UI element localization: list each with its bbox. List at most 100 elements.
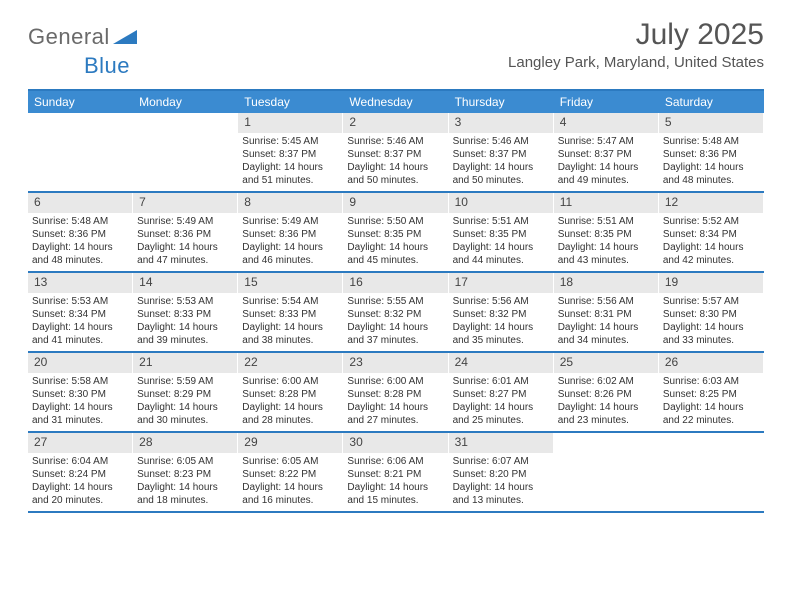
day-cell: 14Sunrise: 5:53 AMSunset: 8:33 PMDayligh…: [133, 273, 238, 351]
day-daylight: Daylight: 14 hours and 39 minutes.: [137, 321, 233, 347]
day-daylight: Daylight: 14 hours and 42 minutes.: [663, 241, 759, 267]
day-sunrise: Sunrise: 6:03 AM: [663, 375, 759, 388]
day-sunset: Sunset: 8:28 PM: [242, 388, 338, 401]
day-cell: 15Sunrise: 5:54 AMSunset: 8:33 PMDayligh…: [238, 273, 343, 351]
day-header-sunday: Sunday: [28, 91, 133, 113]
day-cell: 19Sunrise: 5:57 AMSunset: 8:30 PMDayligh…: [659, 273, 764, 351]
day-sunrise: Sunrise: 5:50 AM: [347, 215, 443, 228]
logo-text-general: General: [28, 24, 110, 50]
day-sunset: Sunset: 8:29 PM: [137, 388, 233, 401]
day-cell: 6Sunrise: 5:48 AMSunset: 8:36 PMDaylight…: [28, 193, 133, 271]
day-cell: 21 Sunrise: 5:59 AMSunset: 8:29 PMDayligh…: [133, 353, 238, 431]
day-sunrise: Sunrise: 5:58 AM: [32, 375, 128, 388]
day-cell: 24Sunrise: 6:01 AMSunset: 8:27 PMDayligh…: [449, 353, 554, 431]
day-sunrise: Sunrise: 6:05 AM: [137, 455, 233, 468]
day-sunrise: Sunrise: 5:48 AM: [32, 215, 128, 228]
day-daylight: Daylight: 14 hours and 16 minutes.: [242, 481, 338, 507]
day-sunrise: Sunrise: 5:55 AM: [347, 295, 443, 308]
day-cell: 1Sunrise: 5:45 AMSunset: 8:37 PMDaylight…: [238, 113, 343, 191]
day-number: 5: [659, 113, 763, 133]
day-cell: 4Sunrise: 5:47 AMSunset: 8:37 PMDaylight…: [554, 113, 659, 191]
day-cell: 31Sunrise: 6:07 AMSunset: 8:20 PMDayligh…: [449, 433, 554, 511]
day-sunset: Sunset: 8:36 PM: [242, 228, 338, 241]
day-cell: 28Sunrise: 6:05 AMSunset: 8:23 PMDayligh…: [133, 433, 238, 511]
day-sunrise: Sunrise: 5:46 AM: [453, 135, 549, 148]
day-daylight: Daylight: 14 hours and 23 minutes.: [558, 401, 654, 427]
day-number: 11: [554, 193, 658, 213]
calendar-page: General July 2025 Langley Park, Maryland…: [0, 0, 792, 523]
day-sunrise: Sunrise: 5:49 AM: [242, 215, 338, 228]
logo: General: [28, 24, 137, 50]
day-sunset: Sunset: 8:30 PM: [663, 308, 759, 321]
day-daylight: Daylight: 14 hours and 45 minutes.: [347, 241, 443, 267]
week-row: 13Sunrise: 5:53 AMSunset: 8:34 PMDayligh…: [28, 273, 764, 353]
day-daylight: Daylight: 14 hours and 33 minutes.: [663, 321, 759, 347]
day-number: 9: [343, 193, 447, 213]
day-cell: 26Sunrise: 6:03 AMSunset: 8:25 PMDayligh…: [659, 353, 764, 431]
day-cell: 13Sunrise: 5:53 AMSunset: 8:34 PMDayligh…: [28, 273, 133, 351]
day-sunset: Sunset: 8:20 PM: [453, 468, 549, 481]
day-sunrise: Sunrise: 6:04 AM: [32, 455, 128, 468]
day-number: 13: [28, 273, 132, 293]
day-sunset: Sunset: 8:35 PM: [453, 228, 549, 241]
day-daylight: Daylight: 14 hours and 51 minutes.: [242, 161, 338, 187]
day-number: 29: [238, 433, 342, 453]
day-sunset: Sunset: 8:37 PM: [242, 148, 338, 161]
day-sunset: Sunset: 8:25 PM: [663, 388, 759, 401]
day-sunrise: Sunrise: 6:06 AM: [347, 455, 443, 468]
day-cell: 22 Sunrise: 6:00 AMSunset: 8:28 PMDayligh…: [238, 353, 343, 431]
day-number: 17: [449, 273, 553, 293]
day-daylight: Daylight: 14 hours and 48 minutes.: [32, 241, 128, 267]
day-daylight: Daylight: 14 hours and 44 minutes.: [453, 241, 549, 267]
day-number: 7: [133, 193, 237, 213]
day-sunset: Sunset: 8:32 PM: [347, 308, 443, 321]
day-number: 21: [133, 353, 237, 373]
day-number: 22: [238, 353, 342, 373]
day-daylight: Daylight: 14 hours and 15 minutes.: [347, 481, 443, 507]
day-daylight: Daylight: 14 hours and 47 minutes.: [137, 241, 233, 267]
day-cell: 16Sunrise: 5:55 AMSunset: 8:32 PMDayligh…: [343, 273, 448, 351]
day-sunset: Sunset: 8:24 PM: [32, 468, 128, 481]
day-sunrise: Sunrise: 5:53 AM: [137, 295, 233, 308]
day-sunrise: Sunrise: 5:46 AM: [347, 135, 443, 148]
day-daylight: Daylight: 14 hours and 37 minutes.: [347, 321, 443, 347]
day-sunrise: Sunrise: 5:51 AM: [558, 215, 654, 228]
day-daylight: Daylight: 14 hours and 30 minutes.: [137, 401, 233, 427]
month-title: July 2025: [508, 18, 764, 52]
week-row: 1Sunrise: 5:45 AMSunset: 8:37 PMDaylight…: [28, 113, 764, 193]
day-cell: 27 Sunrise: 6:04 AMSunset: 8:24 PMDayligh…: [28, 433, 133, 511]
day-daylight: Daylight: 14 hours and 20 minutes.: [32, 481, 128, 507]
day-sunset: Sunset: 8:37 PM: [347, 148, 443, 161]
day-sunrise: Sunrise: 5:48 AM: [663, 135, 759, 148]
day-number: 25: [554, 353, 658, 373]
day-number: 14: [133, 273, 237, 293]
week-row: 6Sunrise: 5:48 AMSunset: 8:36 PMDaylight…: [28, 193, 764, 273]
calendar-weeks: 1Sunrise: 5:45 AMSunset: 8:37 PMDaylight…: [28, 113, 764, 513]
day-cell: 18Sunrise: 5:56 AMSunset: 8:31 PMDayligh…: [554, 273, 659, 351]
day-number: 12: [659, 193, 763, 213]
day-number: 2: [343, 113, 447, 133]
logo-text-blue: Blue: [84, 53, 130, 78]
day-sunrise: Sunrise: 6:00 AM: [242, 375, 338, 388]
day-sunrise: Sunrise: 5:51 AM: [453, 215, 549, 228]
location: Langley Park, Maryland, United States: [508, 54, 764, 71]
week-row: 27Sunrise: 6:04 AMSunset: 8:24 PMDayligh…: [28, 433, 764, 513]
day-sunrise: Sunrise: 5:49 AM: [137, 215, 233, 228]
day-sunset: Sunset: 8:33 PM: [242, 308, 338, 321]
day-sunset: Sunset: 8:31 PM: [558, 308, 654, 321]
day-number: 27: [28, 433, 132, 453]
day-sunrise: Sunrise: 5:47 AM: [558, 135, 654, 148]
day-daylight: Daylight: 14 hours and 28 minutes.: [242, 401, 338, 427]
day-header-tuesday: Tuesday: [238, 91, 343, 113]
day-sunset: Sunset: 8:37 PM: [558, 148, 654, 161]
day-sunset: Sunset: 8:37 PM: [453, 148, 549, 161]
calendar: SundayMondayTuesdayWednesdayThursdayFrid…: [28, 89, 764, 513]
day-sunrise: Sunrise: 5:59 AM: [137, 375, 233, 388]
day-cell: 7Sunrise: 5:49 AMSunset: 8:36 PMDaylight…: [133, 193, 238, 271]
day-daylight: Daylight: 14 hours and 50 minutes.: [347, 161, 443, 187]
day-sunrise: Sunrise: 5:45 AM: [242, 135, 338, 148]
day-daylight: Daylight: 14 hours and 35 minutes.: [453, 321, 549, 347]
day-cell: 9Sunrise: 5:50 AMSunset: 8:35 PMDaylight…: [343, 193, 448, 271]
day-cell: 20Sunrise: 5:58 AMSunset: 8:30 PMDayligh…: [28, 353, 133, 431]
day-daylight: Daylight: 14 hours and 48 minutes.: [663, 161, 759, 187]
